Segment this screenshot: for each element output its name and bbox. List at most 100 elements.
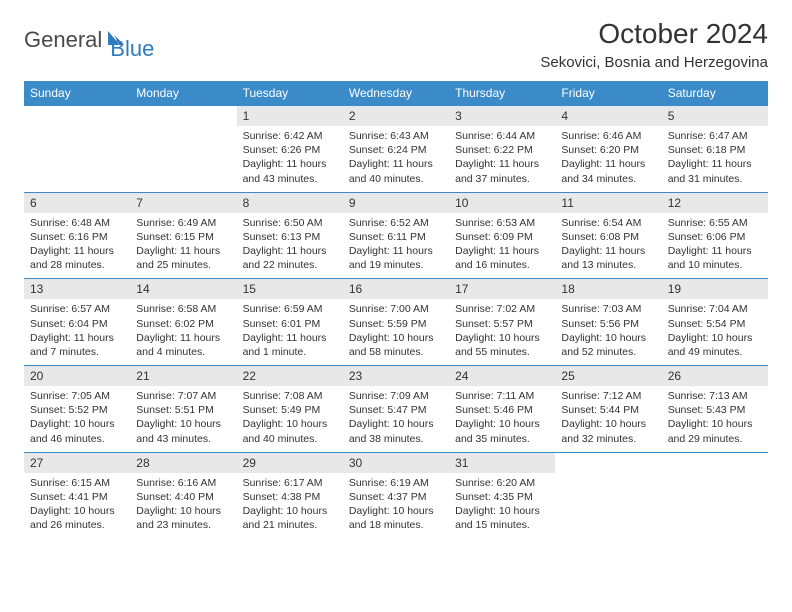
day-number: 1: [237, 106, 343, 126]
calendar-day-cell: .: [662, 452, 768, 538]
daylight-text: Daylight: 10 hours and 32 minutes.: [561, 417, 655, 445]
sunrise-text: Sunrise: 6:48 AM: [30, 216, 124, 230]
day-details: Sunrise: 6:55 AMSunset: 6:06 PMDaylight:…: [662, 213, 768, 279]
sunrise-text: Sunrise: 7:05 AM: [30, 389, 124, 403]
day-number: 18: [555, 279, 661, 299]
daylight-text: Daylight: 11 hours and 43 minutes.: [243, 157, 337, 185]
day-details: Sunrise: 7:08 AMSunset: 5:49 PMDaylight:…: [237, 386, 343, 452]
sunrise-text: Sunrise: 6:44 AM: [455, 129, 549, 143]
sunset-text: Sunset: 6:15 PM: [136, 230, 230, 244]
logo-text-blue: Blue: [110, 36, 154, 62]
day-header: Thursday: [449, 81, 555, 106]
calendar-day-cell: 14Sunrise: 6:58 AMSunset: 6:02 PMDayligh…: [130, 279, 236, 366]
calendar-day-cell: 1 Sunrise: 6:42 AMSunset: 6:26 PMDaylight…: [237, 106, 343, 193]
day-details: Sunrise: 7:11 AMSunset: 5:46 PMDaylight:…: [449, 386, 555, 452]
calendar-day-cell: 29Sunrise: 6:17 AMSunset: 4:38 PMDayligh…: [237, 452, 343, 538]
sunset-text: Sunset: 4:37 PM: [349, 490, 443, 504]
calendar-day-cell: 18Sunrise: 7:03 AMSunset: 5:56 PMDayligh…: [555, 279, 661, 366]
logo-text-general: General: [24, 27, 102, 53]
sunset-text: Sunset: 5:51 PM: [136, 403, 230, 417]
day-details: Sunrise: 7:00 AMSunset: 5:59 PMDaylight:…: [343, 299, 449, 365]
sunrise-text: Sunrise: 6:42 AM: [243, 129, 337, 143]
day-number: 19: [662, 279, 768, 299]
calendar-day-cell: 11Sunrise: 6:54 AMSunset: 6:08 PMDayligh…: [555, 192, 661, 279]
day-number: 5: [662, 106, 768, 126]
day-header: Tuesday: [237, 81, 343, 106]
daylight-text: Daylight: 10 hours and 40 minutes.: [243, 417, 337, 445]
sunset-text: Sunset: 5:54 PM: [668, 317, 762, 331]
calendar-day-cell: 8Sunrise: 6:50 AMSunset: 6:13 PMDaylight…: [237, 192, 343, 279]
sunrise-text: Sunrise: 6:57 AM: [30, 302, 124, 316]
day-number: 6: [24, 193, 130, 213]
daylight-text: Daylight: 10 hours and 18 minutes.: [349, 504, 443, 532]
day-details: Sunrise: 6:57 AMSunset: 6:04 PMDaylight:…: [24, 299, 130, 365]
day-details: Sunrise: 6:53 AMSunset: 6:09 PMDaylight:…: [449, 213, 555, 279]
day-number: 27: [24, 453, 130, 473]
logo: General Blue: [24, 18, 154, 62]
daylight-text: Daylight: 11 hours and 31 minutes.: [668, 157, 762, 185]
sunset-text: Sunset: 6:01 PM: [243, 317, 337, 331]
sunrise-text: Sunrise: 7:12 AM: [561, 389, 655, 403]
sunset-text: Sunset: 6:26 PM: [243, 143, 337, 157]
sunrise-text: Sunrise: 6:19 AM: [349, 476, 443, 490]
day-details: Sunrise: 7:12 AMSunset: 5:44 PMDaylight:…: [555, 386, 661, 452]
day-details: Sunrise: 6:15 AMSunset: 4:41 PMDaylight:…: [24, 473, 130, 539]
calendar-table: Sunday Monday Tuesday Wednesday Thursday…: [24, 81, 768, 538]
header: General Blue October 2024 Sekovici, Bosn…: [24, 18, 768, 71]
daylight-text: Daylight: 11 hours and 4 minutes.: [136, 331, 230, 359]
calendar-day-cell: 25Sunrise: 7:12 AMSunset: 5:44 PMDayligh…: [555, 366, 661, 453]
sunset-text: Sunset: 5:56 PM: [561, 317, 655, 331]
sunrise-text: Sunrise: 7:09 AM: [349, 389, 443, 403]
calendar-day-cell: 24Sunrise: 7:11 AMSunset: 5:46 PMDayligh…: [449, 366, 555, 453]
calendar-day-cell: 12Sunrise: 6:55 AMSunset: 6:06 PMDayligh…: [662, 192, 768, 279]
day-number: 16: [343, 279, 449, 299]
calendar-day-cell: 19Sunrise: 7:04 AMSunset: 5:54 PMDayligh…: [662, 279, 768, 366]
sunrise-text: Sunrise: 6:49 AM: [136, 216, 230, 230]
sunrise-text: Sunrise: 7:11 AM: [455, 389, 549, 403]
daylight-text: Daylight: 11 hours and 16 minutes.: [455, 244, 549, 272]
daylight-text: Daylight: 10 hours and 35 minutes.: [455, 417, 549, 445]
sunrise-text: Sunrise: 6:58 AM: [136, 302, 230, 316]
sunset-text: Sunset: 4:40 PM: [136, 490, 230, 504]
sunset-text: Sunset: 6:09 PM: [455, 230, 549, 244]
sunset-text: Sunset: 6:24 PM: [349, 143, 443, 157]
sunrise-text: Sunrise: 7:00 AM: [349, 302, 443, 316]
sunrise-text: Sunrise: 6:43 AM: [349, 129, 443, 143]
day-details: Sunrise: 7:04 AMSunset: 5:54 PMDaylight:…: [662, 299, 768, 365]
day-details: Sunrise: 6:50 AMSunset: 6:13 PMDaylight:…: [237, 213, 343, 279]
day-number: 23: [343, 366, 449, 386]
day-details: Sunrise: 6:44 AMSunset: 6:22 PMDaylight:…: [449, 126, 555, 192]
calendar-day-cell: 22Sunrise: 7:08 AMSunset: 5:49 PMDayligh…: [237, 366, 343, 453]
calendar-week-row: 20Sunrise: 7:05 AMSunset: 5:52 PMDayligh…: [24, 366, 768, 453]
daylight-text: Daylight: 10 hours and 23 minutes.: [136, 504, 230, 532]
day-details: Sunrise: 7:02 AMSunset: 5:57 PMDaylight:…: [449, 299, 555, 365]
sunrise-text: Sunrise: 6:16 AM: [136, 476, 230, 490]
sunset-text: Sunset: 5:43 PM: [668, 403, 762, 417]
calendar-day-cell: 3Sunrise: 6:44 AMSunset: 6:22 PMDaylight…: [449, 106, 555, 193]
calendar-week-row: 13Sunrise: 6:57 AMSunset: 6:04 PMDayligh…: [24, 279, 768, 366]
calendar-day-cell: 6Sunrise: 6:48 AMSunset: 6:16 PMDaylight…: [24, 192, 130, 279]
calendar-day-cell: 21Sunrise: 7:07 AMSunset: 5:51 PMDayligh…: [130, 366, 236, 453]
day-details: Sunrise: 6:48 AMSunset: 6:16 PMDaylight:…: [24, 213, 130, 279]
daylight-text: Daylight: 11 hours and 25 minutes.: [136, 244, 230, 272]
daylight-text: Daylight: 11 hours and 28 minutes.: [30, 244, 124, 272]
day-number: 17: [449, 279, 555, 299]
sunset-text: Sunset: 6:06 PM: [668, 230, 762, 244]
day-details: Sunrise: 6:52 AMSunset: 6:11 PMDaylight:…: [343, 213, 449, 279]
sunset-text: Sunset: 5:59 PM: [349, 317, 443, 331]
sunset-text: Sunset: 4:35 PM: [455, 490, 549, 504]
sunset-text: Sunset: 6:04 PM: [30, 317, 124, 331]
daylight-text: Daylight: 11 hours and 10 minutes.: [668, 244, 762, 272]
daylight-text: Daylight: 10 hours and 58 minutes.: [349, 331, 443, 359]
day-number: 7: [130, 193, 236, 213]
daylight-text: Daylight: 10 hours and 49 minutes.: [668, 331, 762, 359]
sunrise-text: Sunrise: 6:54 AM: [561, 216, 655, 230]
sunset-text: Sunset: 4:41 PM: [30, 490, 124, 504]
day-number: 25: [555, 366, 661, 386]
day-number: 10: [449, 193, 555, 213]
daylight-text: Daylight: 10 hours and 52 minutes.: [561, 331, 655, 359]
day-number: 30: [343, 453, 449, 473]
day-details: Sunrise: 6:47 AMSunset: 6:18 PMDaylight:…: [662, 126, 768, 192]
daylight-text: Daylight: 10 hours and 29 minutes.: [668, 417, 762, 445]
sunrise-text: Sunrise: 6:53 AM: [455, 216, 549, 230]
